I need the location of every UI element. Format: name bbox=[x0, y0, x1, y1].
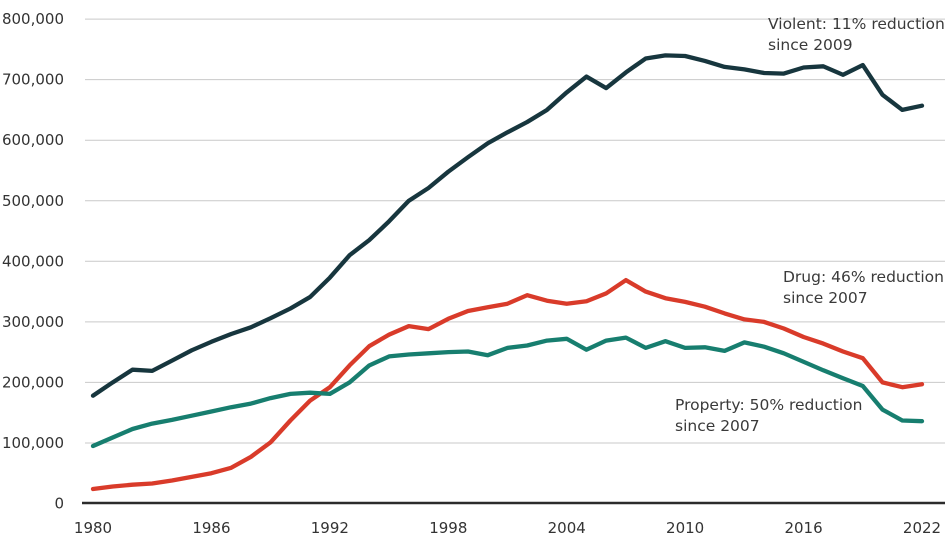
y-axis-tick-label: 800,000 bbox=[2, 10, 64, 28]
violent-annotation-line1: Violent: 11% reduction bbox=[768, 15, 945, 33]
y-axis-tick-label: 100,000 bbox=[2, 434, 64, 452]
x-axis-tick-label: 1998 bbox=[429, 519, 467, 537]
x-axis-tick-label: 2004 bbox=[548, 519, 586, 537]
y-axis-tick-label: 600,000 bbox=[2, 131, 64, 149]
x-axis-tick-label: 2010 bbox=[666, 519, 704, 537]
violent-annotation-line2: since 2009 bbox=[768, 36, 853, 54]
drug-annotation-line1: Drug: 46% reduction bbox=[783, 268, 944, 286]
drug-series-annotation: Drug: 46% reduction since 2007 bbox=[783, 267, 944, 309]
x-axis-tick-label: 2022 bbox=[903, 519, 941, 537]
x-axis-tick-label: 1992 bbox=[311, 519, 349, 537]
y-axis-tick-label: 500,000 bbox=[2, 192, 64, 210]
series-line-violent bbox=[90, 53, 925, 398]
property-annotation-line2: since 2007 bbox=[675, 417, 760, 435]
property-annotation-line1: Property: 50% reduction bbox=[675, 396, 863, 414]
x-axis-tick-label: 1980 bbox=[74, 519, 112, 537]
y-axis-tick-label: 0 bbox=[54, 495, 64, 513]
x-axis-tick-label: 2016 bbox=[784, 519, 822, 537]
violent-series-annotation: Violent: 11% reduction since 2009 bbox=[768, 14, 945, 56]
drug-annotation-line2: since 2007 bbox=[783, 289, 868, 307]
y-axis-tick-label: 300,000 bbox=[2, 313, 64, 331]
series-line-drug bbox=[90, 277, 925, 492]
x-axis-tick-label: 1986 bbox=[192, 519, 230, 537]
y-axis-tick-label: 400,000 bbox=[2, 252, 64, 270]
y-axis-tick-label: 700,000 bbox=[2, 71, 64, 89]
series-line-property bbox=[90, 335, 925, 449]
y-axis-tick-label: 200,000 bbox=[2, 373, 64, 391]
property-series-annotation: Property: 50% reduction since 2007 bbox=[675, 395, 862, 437]
